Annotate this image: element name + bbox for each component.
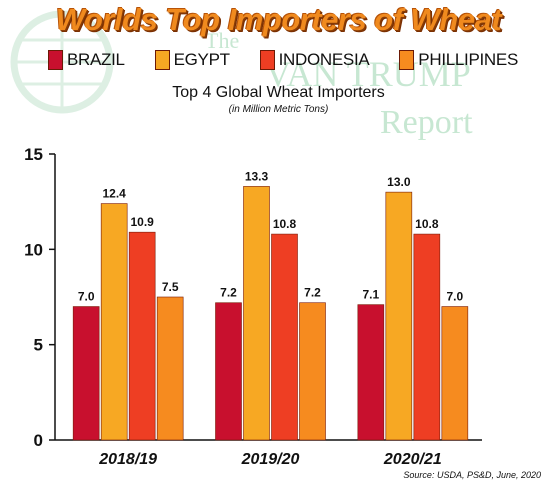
bar-phillipines-2018-19	[156, 296, 184, 441]
bar-value-label: 7.2	[220, 286, 237, 300]
x-tick-label: 2019/20	[241, 451, 300, 468]
bar-brazil-2018-19	[72, 306, 100, 441]
bar-value-label: 7.0	[446, 290, 463, 304]
chart-unit-note: (in Million Metric Tons)	[228, 104, 329, 115]
legend-label: EGYPT	[173, 50, 230, 69]
legend-swatch	[259, 50, 275, 70]
y-tick-label: 10	[24, 240, 43, 259]
y-tick-label: 15	[24, 145, 43, 164]
legend-swatch	[48, 50, 63, 70]
bar-phillipines-2020-21	[441, 306, 469, 441]
bar-brazil-2020-21	[357, 304, 385, 441]
legend-label: INDONESIA	[278, 50, 370, 69]
watermark-line3: Report	[380, 104, 473, 141]
bar-egypt-2019-20	[243, 186, 270, 441]
legend-swatch	[399, 50, 415, 70]
bar-egypt-2020-21	[385, 191, 413, 441]
bar-indonesia-2020-21	[413, 233, 441, 441]
bar-value-label: 12.4	[102, 187, 126, 201]
bar-indonesia-2018-19	[128, 231, 156, 441]
chart-legend: BRAZIL EGYPT INDONESIA PHILLIPINES	[48, 46, 518, 74]
legend-label: BRAZIL	[67, 50, 125, 69]
bar-value-label: 10.9	[130, 215, 154, 229]
legend-item-indonesia: INDONESIA	[259, 50, 370, 70]
source-note: Source: USDA, PS&D, June, 2020	[403, 470, 541, 480]
legend-item-phillipines: PHILLIPINES	[399, 50, 518, 70]
bar-value-label: 10.8	[273, 217, 297, 231]
bar-value-label: 7.2	[304, 286, 321, 300]
bar-value-label: 7.0	[78, 290, 95, 304]
watermark-line2: VAN TRUMP	[265, 54, 471, 94]
bar-value-label: 13.3	[245, 169, 269, 183]
bar-brazil-2019-20	[215, 302, 242, 441]
watermark-line1: The	[205, 28, 239, 53]
bar-phillipines-2019-20	[299, 302, 326, 441]
bar-egypt-2018-19	[100, 203, 128, 441]
y-tick-label: 5	[34, 336, 43, 355]
bar-value-label: 13.0	[387, 175, 411, 189]
bar-value-label: 7.1	[362, 288, 379, 302]
globe-watermark-icon	[10, 10, 114, 114]
x-tick-label: 2018/19	[98, 451, 157, 468]
legend-item-brazil: BRAZIL	[48, 50, 125, 70]
report-watermark: The VAN TRUMP Report	[10, 10, 473, 141]
bar-value-label: 10.8	[415, 217, 439, 231]
legend-label: PHILLIPINES	[418, 50, 518, 69]
x-tick-label: 2020/21	[383, 451, 442, 468]
chart-title: Top 4 Global Wheat Importers	[172, 84, 385, 101]
legend-swatch	[154, 50, 170, 70]
y-tick-label: 0	[34, 431, 43, 450]
bar-value-label: 7.5	[162, 280, 179, 294]
bar-indonesia-2019-20	[271, 233, 298, 441]
legend-item-egypt: EGYPT	[154, 50, 230, 70]
headline: Worlds Top Importers of Wheat	[55, 2, 502, 37]
